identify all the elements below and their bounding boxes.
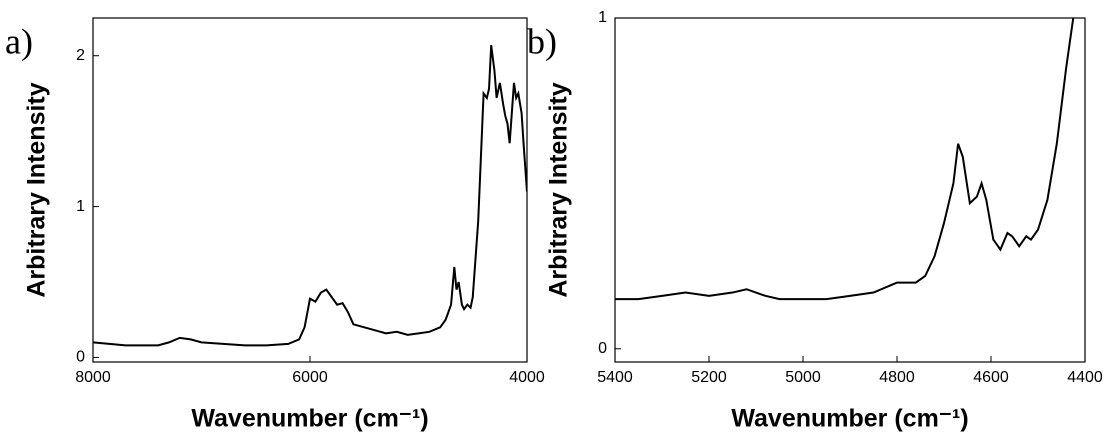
y-tick-label: 1 [598,9,607,26]
spectrum-line [615,18,1075,301]
x-tick-label: 6000 [292,369,328,386]
y-tick-label: 2 [76,47,85,64]
plot-frame [92,17,528,363]
x-tick-label: 4000 [509,369,545,386]
x-axis-label: Wavenumber (cm⁻¹) [191,405,428,433]
panel-label: a) [5,21,33,61]
y-tick-label: 0 [598,340,607,357]
x-tick-label: 5200 [691,369,727,386]
y-axis-label: Arbitrary Intensity [23,82,51,297]
y-axis-label: Arbitrary Intensity [545,82,573,297]
x-tick-label: 4600 [973,369,1009,386]
x-axis-label: Wavenumber (cm⁻¹) [731,405,968,433]
spectrum-line [93,45,527,347]
y-tick-label: 1 [76,198,85,215]
x-tick-label: 5400 [597,369,633,386]
x-tick-label: 4800 [879,369,915,386]
x-tick-label: 5000 [785,369,821,386]
panel-label: b) [527,21,557,61]
y-tick-label: 0 [76,349,85,366]
x-tick-label: 4400 [1067,369,1103,386]
x-tick-label: 8000 [75,369,111,386]
plot-frame [614,17,1086,363]
